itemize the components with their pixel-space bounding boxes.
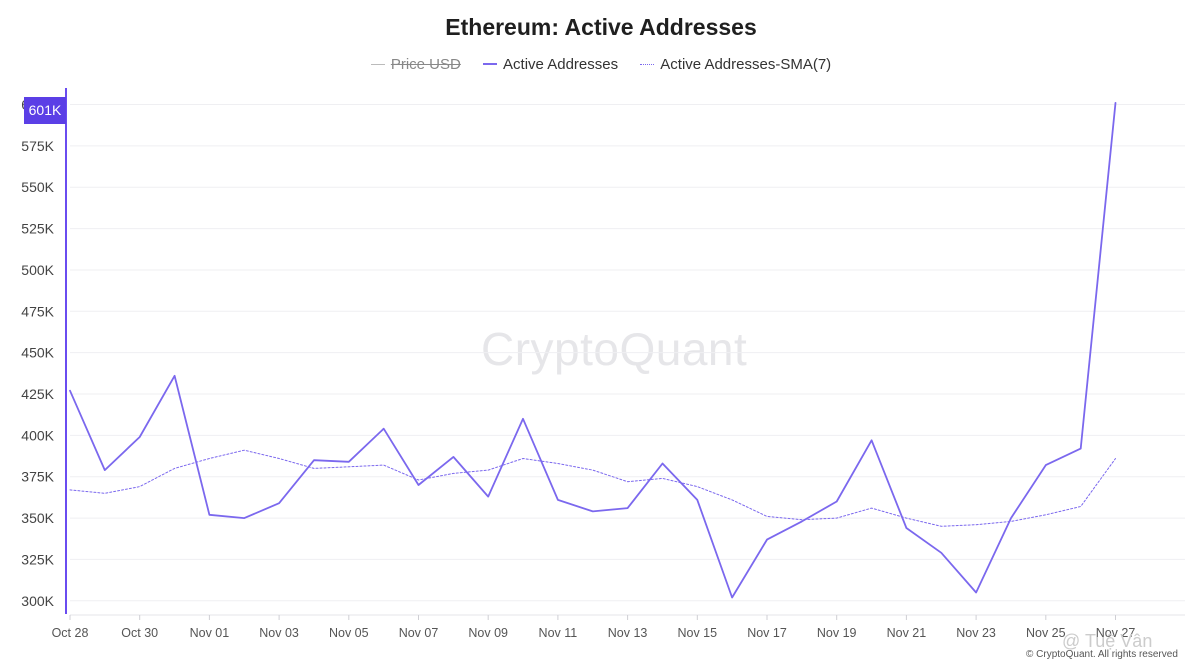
- y-tick-label: 500K: [21, 262, 54, 278]
- legend-label-price-usd: Price USD: [390, 56, 461, 73]
- x-tick-label: Nov 25: [1026, 626, 1066, 640]
- watermark-logo: CryptoQuant: [481, 323, 748, 375]
- grid-layer: [70, 104, 1185, 602]
- x-tick-label: Nov 01: [190, 626, 230, 640]
- x-tick-label: Nov 05: [329, 626, 369, 640]
- x-tick-label: Oct 30: [121, 626, 158, 640]
- x-tick-label: Nov 09: [468, 626, 508, 640]
- series-line-sma7: [69, 449, 1116, 527]
- y-tick-label: 475K: [21, 303, 54, 319]
- x-tick-label: Nov 27: [1096, 626, 1136, 640]
- y-tick-label: 300K: [21, 593, 54, 609]
- last-value-badge: 601K: [24, 97, 66, 124]
- y-tick-label: 350K: [21, 510, 54, 526]
- chart-title: Ethereum: Active Addresses: [445, 14, 757, 40]
- y-tick-label: 450K: [21, 345, 54, 361]
- y-tick-label: 375K: [21, 469, 54, 485]
- legend-label-sma7: Active Addresses-SMA(7): [660, 56, 832, 73]
- x-tick-label: Nov 17: [747, 626, 787, 640]
- x-tick-label: Nov 23: [956, 626, 996, 640]
- x-tick-label: Nov 03: [259, 626, 299, 640]
- y-tick-label: 325K: [21, 551, 54, 567]
- x-tick-label: Nov 19: [817, 626, 857, 640]
- series-line-active-addresses: [69, 102, 1117, 599]
- x-axis-ticks: Oct 28 Oct 30 Nov 01 Nov 03 Nov 05 Nov 07 Nov …: [52, 614, 1185, 640]
- y-axis-ticks: 300K 325K 350K 375K 400K 425K 450K 475K 500K 525K…: [21, 97, 54, 609]
- legend-label-active-addresses: Active Addresses: [503, 55, 619, 73]
- legend-swatch-price-usd: [370, 64, 385, 65]
- overlay-username: @ Tuệ Vân: [1062, 631, 1153, 651]
- y-tick-label: 425K: [21, 386, 54, 402]
- y-tick-label: 400K: [21, 427, 54, 443]
- copyright-text: © CryptoQuant. All rights reserved: [1026, 649, 1178, 660]
- legend-item-sma7[interactable]: Active Addresses-SMA(7): [640, 56, 831, 73]
- x-tick-label: Nov 15: [677, 626, 717, 640]
- x-tick-label: Nov 11: [539, 626, 578, 640]
- legend-item-active-addresses[interactable]: Active Addresses: [483, 56, 618, 73]
- y-tick-label: 575K: [21, 138, 54, 154]
- x-tick-label: Nov 13: [608, 626, 648, 640]
- chart-legend: Price USD Active Addresses Active Addres…: [0, 52, 1202, 73]
- y-tick-label: 550K: [21, 179, 54, 195]
- x-tick-label: Nov 07: [399, 626, 439, 640]
- y-tick-label: 525K: [21, 221, 54, 237]
- series-layer: [69, 102, 1117, 599]
- legend-swatch-active-addresses: [483, 63, 498, 65]
- legend-item-price-usd[interactable]: Price USD: [370, 56, 461, 73]
- legend-swatch-sma7: [640, 64, 655, 65]
- x-tick-label: Nov 21: [887, 626, 927, 640]
- x-tick-label: Oct 28: [52, 626, 89, 640]
